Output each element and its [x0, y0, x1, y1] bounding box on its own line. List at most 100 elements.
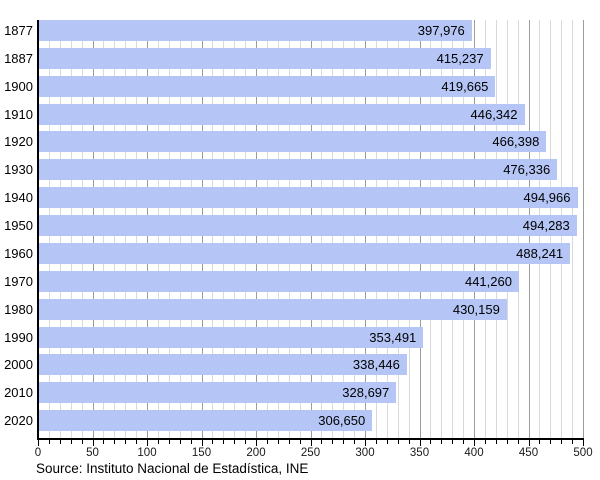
bar-row: 430,159 [38, 298, 583, 320]
minor-tick [397, 440, 399, 444]
minor-tick [484, 440, 486, 444]
bar-value-label: 488,241 [516, 245, 564, 261]
minor-tick [430, 440, 432, 444]
major-tick [474, 440, 475, 446]
bar: 415,237 [38, 47, 491, 69]
bar: 306,650 [38, 410, 373, 432]
minor-tick [343, 440, 345, 444]
year-label: 1940 [4, 190, 33, 206]
minor-tick [70, 440, 72, 444]
x-tick-label: 150 [191, 447, 212, 459]
bar-value-label: 446,342 [470, 106, 518, 122]
minor-tick [103, 440, 105, 444]
bar: 397,976 [38, 20, 472, 41]
minor-tick [81, 440, 83, 444]
minor-tick [539, 440, 541, 444]
year-label: 2020 [4, 413, 33, 429]
bar: 338,446 [38, 354, 407, 376]
minor-tick [375, 440, 377, 444]
bar-row: 353,491 [38, 326, 583, 348]
minor-tick [288, 440, 290, 444]
minor-tick [561, 440, 563, 444]
x-tick-label: 0 [34, 447, 42, 459]
year-label: 2000 [4, 357, 33, 373]
bar: 476,336 [38, 159, 558, 181]
bar: 353,491 [38, 326, 424, 348]
bar-row: 476,336 [38, 159, 583, 181]
bar: 466,398 [38, 131, 547, 153]
bar-row: 441,260 [38, 270, 583, 292]
bar-value-label: 494,966 [523, 190, 571, 206]
bar-row: 338,446 [38, 354, 583, 376]
minor-tick [212, 440, 214, 444]
y-axis-labels: 1877 1887 1900 1910 1920 1930 1940 1950 1960 1970… [0, 20, 33, 438]
year-label: 1930 [4, 162, 33, 178]
bar-row: 494,283 [38, 215, 583, 237]
minor-tick [114, 440, 116, 444]
major-tick [583, 440, 584, 446]
minor-tick [179, 440, 181, 444]
minor-tick [136, 440, 138, 444]
x-axis-line [37, 438, 584, 440]
bar: 488,241 [38, 242, 571, 264]
year-label: 1900 [4, 78, 33, 94]
bar: 441,260 [38, 270, 519, 292]
x-tick-label: 250 [300, 447, 321, 459]
bar: 494,966 [38, 187, 578, 209]
bar-row: 446,342 [38, 103, 583, 125]
bar-row: 415,237 [38, 47, 583, 69]
minor-tick [48, 440, 50, 444]
major-tick [419, 440, 421, 446]
minor-tick [223, 440, 225, 444]
minor-tick [168, 440, 170, 444]
minor-tick [332, 440, 334, 444]
bar-value-label: 441,260 [464, 273, 512, 289]
bar-value-label: 419,665 [441, 78, 489, 94]
minor-tick [157, 440, 159, 444]
minor-tick [245, 440, 247, 444]
minor-tick [354, 440, 356, 444]
minor-tick [572, 440, 574, 444]
bar-value-label: 328,697 [342, 385, 390, 401]
year-label: 1910 [4, 106, 33, 122]
bar: 446,342 [38, 103, 525, 125]
x-tick-label: 350 [409, 447, 430, 459]
minor-tick [321, 440, 323, 444]
bar-value-label: 476,336 [503, 162, 551, 178]
major-tick [310, 440, 312, 446]
bar: 328,697 [38, 382, 397, 404]
minor-tick [266, 440, 268, 444]
bar-value-label: 353,491 [369, 329, 417, 345]
bar: 419,665 [38, 75, 496, 97]
minor-tick [299, 440, 301, 444]
x-axis-tick-labels: 0 50 100 150 200 250 300 350 400 450 500 [34, 447, 593, 461]
year-label: 1877 [4, 23, 33, 38]
year-label: 1970 [4, 273, 33, 289]
bar-value-label: 397,976 [417, 23, 465, 38]
x-tick-label: 200 [246, 447, 266, 459]
x-tick-label: 300 [355, 447, 375, 459]
major-tick [38, 440, 39, 446]
minor-tick [452, 440, 454, 444]
bar-value-label: 306,650 [318, 413, 366, 429]
year-label: 1980 [4, 301, 33, 317]
bar-row: 306,650 [38, 410, 583, 432]
minor-tick [517, 440, 519, 444]
year-label: 1950 [4, 218, 33, 234]
major-tick [201, 440, 203, 446]
source-note: Source: Instituto Nacional de Estadístic… [36, 461, 309, 476]
x-tick-label: 450 [518, 447, 539, 459]
bar-value-label: 430,159 [452, 301, 500, 317]
minor-tick [125, 440, 127, 444]
year-label: 2010 [4, 385, 33, 401]
bar-row: 419,665 [38, 75, 583, 97]
minor-tick [234, 440, 236, 444]
x-tick-label: 100 [137, 447, 157, 459]
year-label: 1960 [4, 245, 33, 261]
bar-value-label: 338,446 [352, 357, 400, 373]
year-label: 1887 [4, 50, 33, 66]
bar-value-label: 415,237 [436, 50, 484, 66]
minor-tick [506, 440, 508, 444]
bar-row: 494,966 [38, 187, 583, 209]
major-tick [147, 440, 148, 446]
